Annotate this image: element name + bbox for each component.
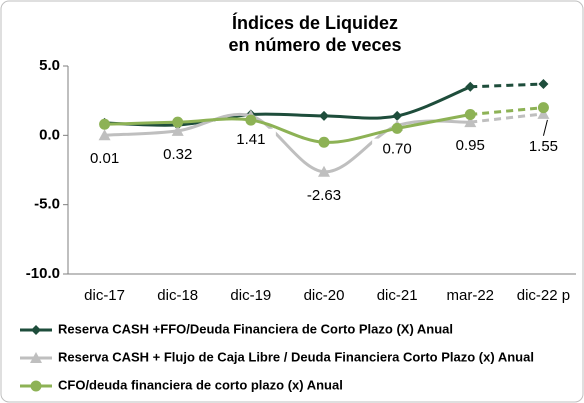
marker — [172, 116, 184, 128]
legend-label: Reserva CASH +FFO/Deuda Financiera de Co… — [58, 321, 453, 336]
series-line-projected — [470, 112, 544, 124]
data-label-box — [445, 135, 496, 158]
marker — [245, 114, 257, 126]
leader-line — [542, 119, 548, 136]
marker — [171, 124, 184, 136]
marker — [98, 129, 111, 141]
marker — [392, 110, 403, 121]
marker — [99, 118, 111, 130]
legend-marker — [31, 325, 41, 335]
legend-marker — [30, 352, 42, 363]
legend-marker — [30, 380, 42, 392]
legend-label: CFO/deuda financiera de corto plazo (x) … — [58, 377, 343, 392]
marker — [465, 81, 476, 92]
x-tick-label: dic-20 — [304, 287, 345, 304]
data-label-box — [152, 143, 203, 166]
data-label: 0.01 — [90, 150, 119, 167]
chart-title: Índices de Liquidez — [232, 12, 398, 33]
x-tick-label: dic-17 — [84, 287, 125, 304]
data-label-box — [372, 138, 423, 161]
x-tick-label: dic-18 — [157, 287, 198, 304]
marker — [318, 136, 330, 148]
data-label: 1.55 — [529, 138, 558, 155]
x-tick-label: mar-22 — [447, 287, 495, 304]
data-label: 0.32 — [163, 146, 192, 163]
marker — [538, 79, 549, 90]
marker — [318, 165, 330, 177]
data-label: 0.95 — [456, 137, 485, 154]
marker — [319, 110, 329, 121]
x-tick-label: dic-21 — [377, 287, 418, 304]
data-label: -2.63 — [307, 187, 341, 204]
data-label-box — [79, 148, 130, 171]
y-tick-label: 0.0 — [39, 126, 60, 143]
data-label-box — [225, 128, 276, 151]
chart-subtitle: en número de veces — [228, 35, 401, 55]
series-line — [104, 85, 471, 127]
marker — [537, 102, 549, 114]
x-tick-label: dic-19 — [230, 287, 271, 304]
y-tick-label: 5.0 — [39, 57, 60, 74]
marker — [464, 116, 477, 128]
data-label-box — [299, 184, 349, 207]
data-label: 1.41 — [236, 131, 265, 148]
marker — [537, 107, 550, 119]
legend-label: Reserva CASH + Flujo de Caja Libre / Deu… — [58, 349, 534, 364]
data-label-box — [518, 135, 569, 158]
x-tick-label: dic-22 p — [517, 287, 570, 304]
y-tick-label: -10.0 — [26, 265, 60, 282]
marker — [464, 109, 476, 121]
y-tick-label: -5.0 — [34, 196, 60, 213]
series-line — [104, 113, 471, 144]
data-label: 0.70 — [383, 141, 412, 158]
marker — [391, 122, 403, 134]
